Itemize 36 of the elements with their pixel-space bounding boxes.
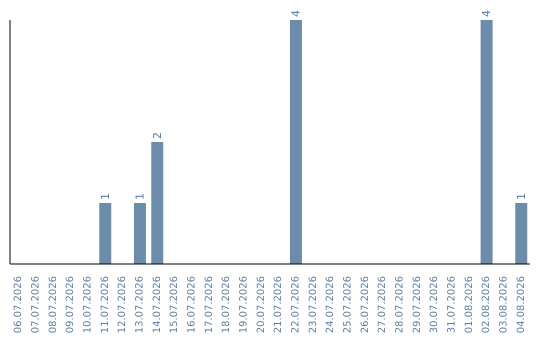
x-tick-label: 21.07.2026 xyxy=(273,276,284,334)
x-tick-label: 27.07.2026 xyxy=(377,276,388,334)
x-tick-label: 01.08.2026 xyxy=(464,276,475,334)
data-label: 1 xyxy=(98,193,112,200)
x-tick-label: 17.07.2026 xyxy=(204,276,215,334)
x-tick-label: 18.07.2026 xyxy=(221,276,232,334)
x-tick-label: 15.07.2026 xyxy=(169,276,180,334)
x-tick-label: 02.08.2026 xyxy=(481,276,492,334)
data-label: 4 xyxy=(289,10,302,17)
x-tick-label: 30.07.2026 xyxy=(429,276,440,334)
x-tick-label: 28.07.2026 xyxy=(394,276,406,334)
x-tick-label: 22.07.2026 xyxy=(290,276,302,334)
x-tick-label: 16.07.2026 xyxy=(186,276,198,334)
data-label: 4 xyxy=(480,10,494,17)
x-tick-label: 11.07.2026 xyxy=(100,276,111,334)
x-tick-label: 09.07.2026 xyxy=(65,276,76,334)
x-tick-label: 20.07.2026 xyxy=(256,276,267,334)
x-tick-label: 31.07.2026 xyxy=(446,276,458,334)
data-label: 1 xyxy=(133,193,146,200)
x-tick-label: 10.07.2026 xyxy=(82,276,94,334)
x-tick-label: 08.07.2026 xyxy=(48,276,59,334)
x-tick-label: 06.07.2026 xyxy=(13,276,24,334)
x-tick-label: 04.08.2026 xyxy=(516,276,527,334)
x-tick-label: 19.07.2026 xyxy=(238,276,250,334)
data-label: 2 xyxy=(150,132,164,139)
x-tick-label: 07.07.2026 xyxy=(30,276,42,334)
x-tick-label: 12.07.2026 xyxy=(117,276,128,334)
data-label: 1 xyxy=(514,193,528,200)
x-tick-label: 14.07.2026 xyxy=(152,276,163,334)
x-tick-label: 24.07.2026 xyxy=(325,276,336,334)
x-tick-label: 26.07.2026 xyxy=(360,276,371,334)
x-tick-label: 23.07.2026 xyxy=(308,276,319,334)
x-tick-label: 13.07.2026 xyxy=(134,276,146,334)
x-tick-label: 03.08.2026 xyxy=(498,276,510,334)
x-tick-label: 25.07.2026 xyxy=(342,276,354,334)
x-tick-label: 29.07.2026 xyxy=(412,276,423,334)
